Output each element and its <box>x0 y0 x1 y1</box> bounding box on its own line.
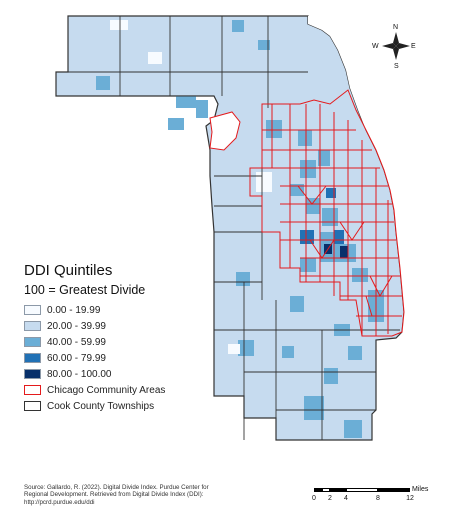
patch <box>238 340 254 356</box>
ohare-airport <box>209 111 241 151</box>
legend-label: 40.00 - 59.99 <box>47 336 106 348</box>
patch <box>110 20 128 30</box>
scale-tick-8: 8 <box>376 495 380 502</box>
scale-tick-4: 4 <box>344 495 348 502</box>
patch <box>228 344 240 354</box>
scale-tick-2: 2 <box>328 495 332 502</box>
compass-n: N <box>393 24 399 31</box>
legend-item-class: 0.00 - 19.99 <box>24 302 224 318</box>
legend-swatch <box>24 353 41 363</box>
legend-title: DDI Quintiles <box>24 262 113 279</box>
source-line-1: Source: Gallardo, R. (2022). Digital Div… <box>24 484 209 491</box>
patch <box>168 118 184 130</box>
patch <box>324 368 338 384</box>
compass-south-arrow <box>393 46 399 60</box>
legend-label: 0.00 - 19.99 <box>47 304 101 316</box>
scale-segment <box>314 488 322 492</box>
legend-label: 80.00 - 100.00 <box>47 368 112 380</box>
patch <box>306 198 320 214</box>
legend-item-class: 60.00 - 79.99 <box>24 350 224 366</box>
patch <box>344 420 362 438</box>
legend-swatch <box>24 337 41 347</box>
scale-segment <box>346 488 378 492</box>
patch <box>258 40 270 50</box>
legend-item-class: 80.00 - 100.00 <box>24 366 224 382</box>
patch <box>232 20 244 32</box>
patch <box>176 96 196 108</box>
lake-michigan <box>308 16 455 345</box>
legend: DDI Quintiles 100 = Greatest Divide 0.00… <box>24 262 224 414</box>
legend-subtitle: 100 = Greatest Divide <box>24 283 146 297</box>
legend-item-class: 40.00 - 59.99 <box>24 334 224 350</box>
patch <box>298 130 312 146</box>
patch <box>282 346 294 358</box>
scale-tick-12: 12 <box>406 495 414 502</box>
legend-swatch <box>24 305 41 315</box>
patch <box>300 258 316 272</box>
legend-label-community: Chicago Community Areas <box>47 384 166 396</box>
patch <box>322 208 338 226</box>
source-note: Source: Gallardo, R. (2022). Digital Div… <box>24 484 264 506</box>
patch <box>334 230 344 244</box>
patch <box>352 268 368 282</box>
community-line <box>365 295 373 317</box>
scale-segment <box>322 488 330 492</box>
legend-swatch-township <box>24 401 41 411</box>
legend-swatch <box>24 321 41 331</box>
legend-label: 60.00 - 79.99 <box>47 352 106 364</box>
scale-segment <box>330 488 346 492</box>
patch <box>300 230 314 244</box>
compass-labels: N S E W <box>372 24 416 72</box>
scale-tick-0: 0 <box>312 495 316 502</box>
community-line <box>309 239 335 259</box>
patch <box>318 150 330 166</box>
patch <box>96 76 110 90</box>
community-line <box>369 275 393 298</box>
community-line <box>297 185 327 205</box>
compass-s: S <box>394 63 399 70</box>
compass-east-arrow <box>396 43 410 49</box>
legend-item-townships: Cook County Townships <box>24 398 224 414</box>
patch <box>340 246 348 258</box>
patch <box>290 184 304 196</box>
community-line <box>339 221 365 241</box>
legend-label-township: Cook County Townships <box>47 400 155 412</box>
patch <box>290 296 304 312</box>
scale-segment <box>378 488 410 492</box>
patch <box>304 396 324 420</box>
legend-label: 20.00 - 39.99 <box>47 320 106 332</box>
patch <box>148 52 162 64</box>
source-line-2: Regional Development. Retrieved from Dig… <box>24 491 204 499</box>
chicago-community-areas <box>249 89 405 337</box>
patch <box>266 120 282 138</box>
patch <box>300 160 316 178</box>
chicago-boundary <box>249 89 405 337</box>
legend-item-class: 20.00 - 39.99 <box>24 318 224 334</box>
source-line-3: http://pcrd.purdue.edu/ddi <box>24 498 95 506</box>
patch <box>196 100 208 118</box>
patch <box>236 272 250 286</box>
compass-e: E <box>411 43 416 50</box>
compass-west-arrow <box>382 43 396 49</box>
legend-item-community-areas: Chicago Community Areas <box>24 382 224 398</box>
legend-swatch-community <box>24 385 41 395</box>
patch <box>256 172 272 192</box>
compass-north-arrow <box>393 32 399 46</box>
legend-swatch <box>24 369 41 379</box>
legend-classes: 0.00 - 19.99 20.00 - 39.99 40.00 - 59.99 60… <box>24 302 224 382</box>
compass-w: W <box>372 43 379 50</box>
compass-rose <box>382 32 410 60</box>
patch <box>348 346 362 360</box>
scale-unit: Miles <box>412 486 429 493</box>
scale-bar: 0 2 4 8 12 Miles <box>312 486 444 518</box>
